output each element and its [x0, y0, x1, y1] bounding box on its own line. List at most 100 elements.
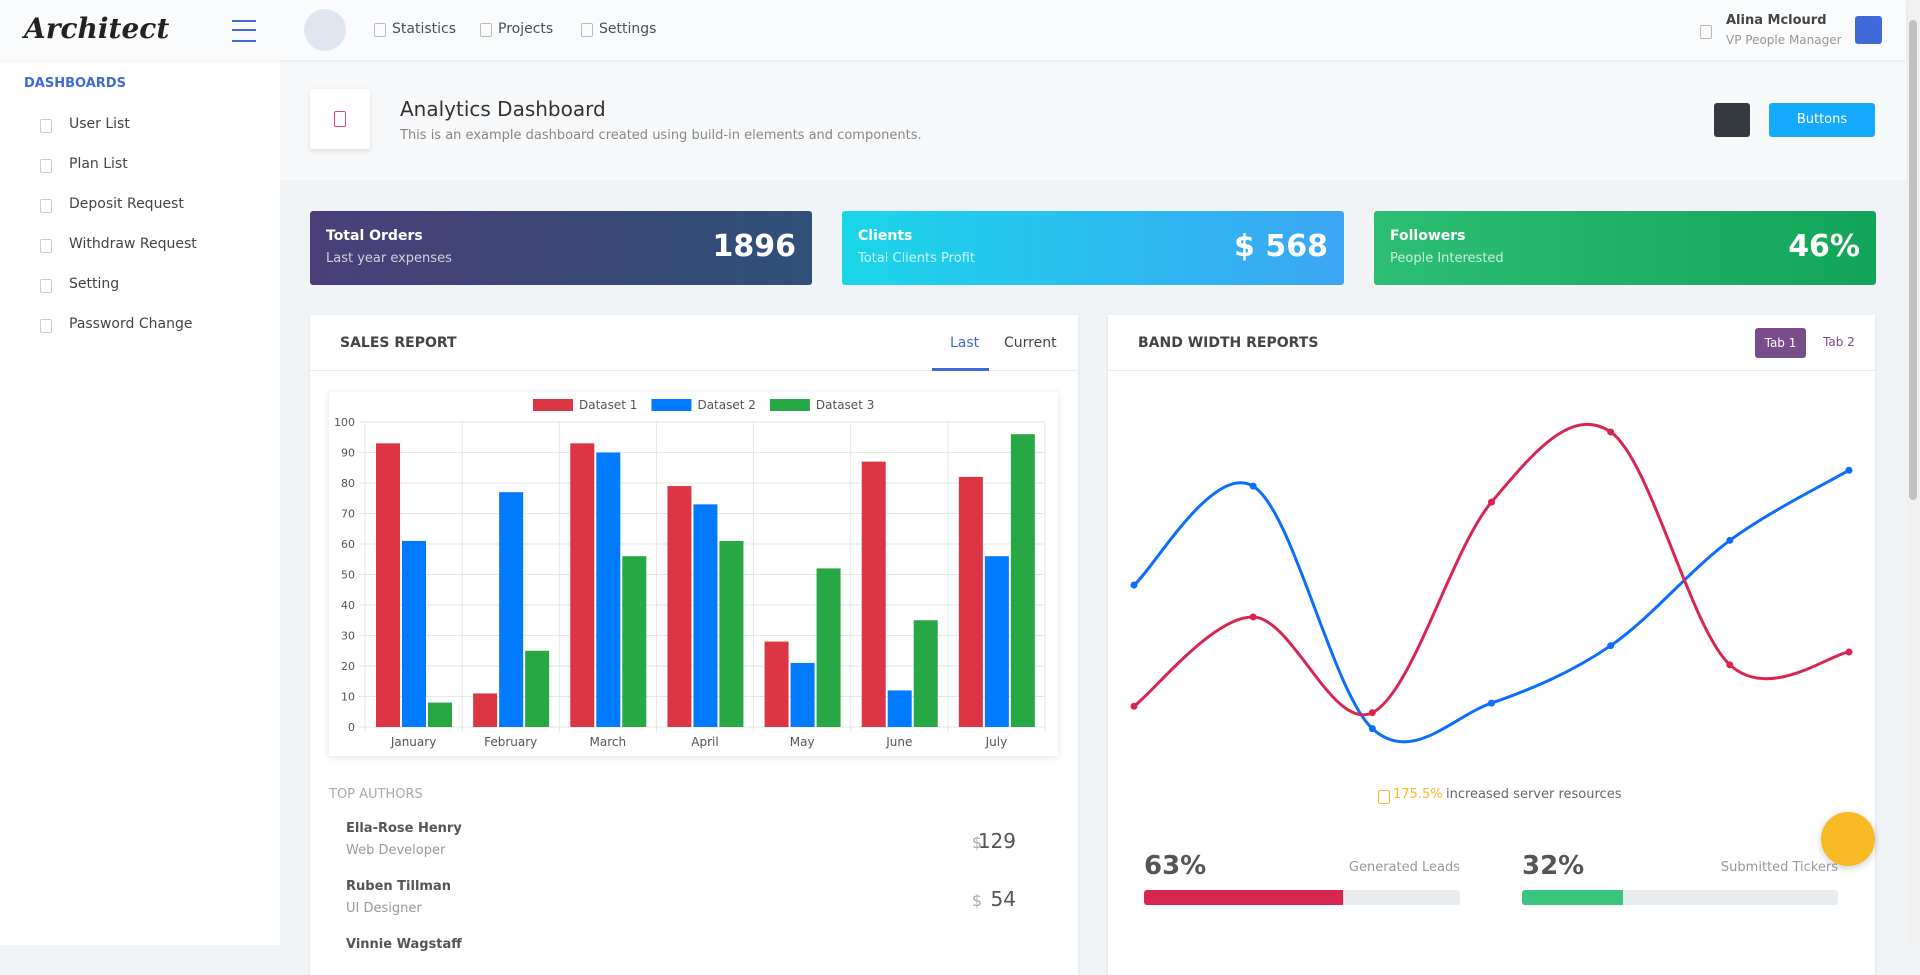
x-tick-label: June — [885, 735, 912, 749]
authors-heading: TOP AUTHORS — [329, 787, 423, 802]
y-tick-label: 60 — [341, 538, 355, 551]
y-tick-label: 10 — [341, 691, 355, 704]
y-tick-label: 80 — [341, 477, 355, 490]
y-tick-label: 30 — [341, 630, 355, 643]
search-button[interactable] — [304, 9, 346, 51]
y-tick-label: 70 — [341, 508, 355, 521]
progress-bar — [1144, 890, 1344, 905]
legend-label: Dataset 3 — [816, 398, 874, 412]
y-tick-label: 0 — [348, 721, 355, 734]
legend-swatch — [769, 399, 810, 411]
bar — [622, 556, 647, 727]
x-tick-label: February — [484, 735, 537, 749]
bar — [984, 556, 1009, 727]
menu-toggle[interactable] — [232, 20, 256, 42]
author-role: Web Developer — [346, 843, 446, 858]
point — [1488, 498, 1495, 506]
bar — [596, 452, 621, 727]
bar — [473, 693, 498, 727]
bar — [402, 540, 426, 727]
user-role: VP People Manager — [1726, 33, 1842, 47]
progress-track — [1144, 890, 1460, 905]
tab[interactable]: Tab 1 — [1755, 328, 1806, 358]
author-name: Ruben Tillman — [346, 879, 451, 894]
y-tick-label: 100 — [334, 416, 355, 429]
progress-percent: 32% — [1522, 851, 1585, 881]
sidebar-item[interactable]: User List — [69, 116, 130, 132]
card-title: BAND WIDTH REPORTS — [1138, 335, 1319, 351]
author-amount: 54 — [990, 887, 1016, 911]
bar — [913, 620, 938, 727]
author-currency: $ — [971, 833, 982, 852]
bar — [790, 662, 815, 727]
author-currency: $ — [971, 891, 982, 910]
stat-text: increased server resources — [1446, 787, 1622, 802]
author-role: UI Designer — [346, 901, 422, 916]
buttons-dropdown[interactable]: Buttons — [1769, 103, 1875, 137]
sidebar-icon — [40, 119, 52, 133]
legend-label: Dataset 2 — [697, 398, 755, 412]
charts: 0 10 20 30 40 50 60 70 80 90 100 Dataset 1 Dataset 2… — [334, 398, 1853, 749]
sidebar-item[interactable]: Withdraw Request — [69, 236, 197, 252]
sidebar-heading: DASHBOARDS — [24, 76, 126, 91]
bar — [428, 702, 452, 727]
progress-percent: 63% — [1144, 851, 1207, 881]
bar — [958, 476, 983, 727]
bar — [861, 461, 886, 727]
bar — [693, 504, 718, 727]
scrollbar — [1906, 0, 1920, 945]
stat-title: Followers — [1390, 228, 1466, 244]
nav-link[interactable]: Settings — [599, 21, 657, 37]
progress-label: Submitted Tickers — [1720, 860, 1838, 875]
header: Architect Statistics Projects Settings A… — [0, 0, 1906, 60]
point — [1249, 613, 1257, 621]
sidebar-item[interactable]: Deposit Request — [69, 196, 184, 212]
stat-card: Followers People Interested 46% — [1374, 211, 1876, 285]
tab[interactable]: Tab 2 — [1823, 335, 1855, 349]
subtitle: This is an example dashboard created usi… — [400, 128, 922, 143]
sidebar-item[interactable]: Password Change — [69, 316, 193, 332]
stat-subtitle: Total Clients Profit — [858, 251, 975, 266]
point — [1726, 536, 1734, 544]
bar — [499, 492, 524, 727]
icon-button[interactable] — [1714, 103, 1750, 137]
logo: Architect — [24, 12, 170, 45]
point — [1368, 725, 1376, 733]
tab[interactable]: Current — [1004, 335, 1057, 351]
bandwidth-card: BAND WIDTH REPORTS Tab 1 Tab 2 175.5% in… — [1108, 315, 1875, 975]
user-name: Alina Mclourd — [1726, 13, 1827, 28]
x-tick-label: April — [691, 735, 718, 749]
stat-subtitle: Last year expenses — [326, 251, 452, 266]
nav-link[interactable]: Statistics — [392, 21, 456, 37]
sidebar-icon — [40, 279, 52, 293]
sidebar-icon — [40, 319, 52, 333]
bar — [719, 540, 744, 727]
point — [1368, 709, 1376, 717]
stat-subtitle: People Interested — [1390, 251, 1504, 266]
line — [1133, 422, 1850, 717]
point — [1845, 466, 1853, 474]
user-button[interactable] — [1855, 16, 1882, 44]
page-title: Analytics Dashboard This is an example d… — [280, 60, 1906, 180]
progress-track — [1522, 890, 1838, 905]
y-tick-label: 20 — [341, 660, 355, 673]
point — [1130, 581, 1138, 589]
legend-label: Dataset 1 — [579, 398, 637, 412]
legend-swatch — [651, 399, 692, 411]
sidebar-item[interactable]: Plan List — [69, 156, 128, 172]
nav-link[interactable]: Projects — [498, 21, 554, 37]
progress-bar — [1522, 890, 1624, 905]
point — [1607, 642, 1615, 650]
stat-value: $ 568 — [1234, 229, 1328, 264]
x-tick-label: January — [390, 735, 437, 749]
tab[interactable]: Last — [950, 335, 980, 351]
card-title: SALES REPORT — [340, 335, 457, 351]
floating-button[interactable] — [1821, 812, 1875, 866]
point — [1607, 428, 1615, 436]
sidebar-icon — [40, 199, 52, 213]
sidebar-item[interactable]: Setting — [69, 276, 120, 292]
point — [1249, 482, 1257, 490]
stat-value: 1896 — [712, 229, 797, 264]
bar — [667, 486, 692, 727]
